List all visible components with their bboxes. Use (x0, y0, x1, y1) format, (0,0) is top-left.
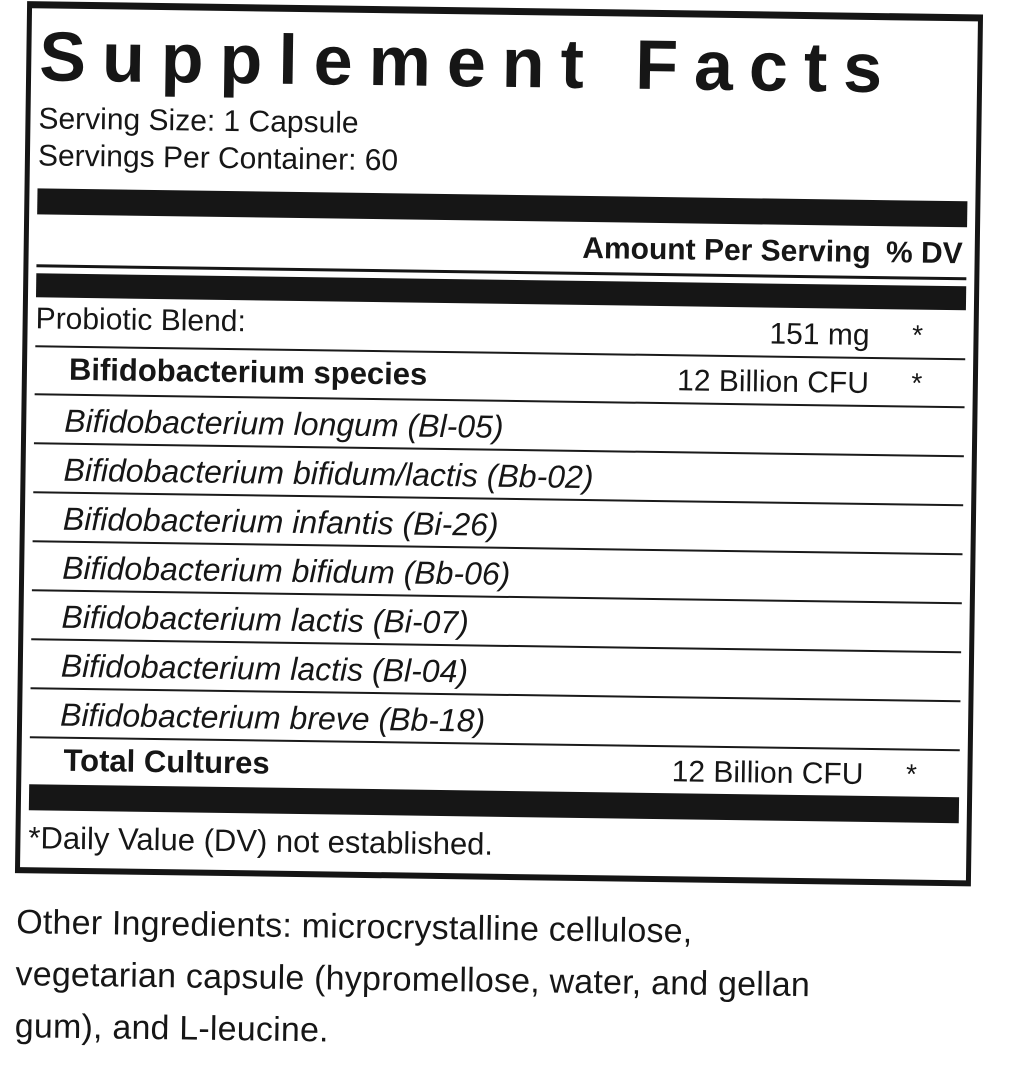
serving-info: Serving Size: 1 Capsule Servings Per Con… (38, 100, 969, 187)
ingredient-table: Probiotic Blend: 151 mg * Bifidobacteriu… (29, 297, 966, 798)
other-ingredients: Other Ingredients: microcrystalline cell… (14, 896, 996, 1066)
row-name: Bifidobacterium breve (Bb-18) (59, 696, 486, 739)
row-dv (865, 643, 961, 648)
row-name: Bifidobacterium lactis (Bl-04) (60, 647, 469, 690)
row-name: Bifidobacterium lactis (Bi-07) (61, 598, 469, 641)
row-amount: 151 mg (769, 317, 870, 352)
row-dv (864, 741, 960, 746)
row-dv-asterisk: * (905, 758, 918, 790)
row-name: Bifidobacterium longum (Bl-05) (64, 402, 504, 445)
row-name: Bifidobacterium bifidum (Bb-06) (61, 549, 511, 592)
row-name: Total Cultures (63, 742, 270, 781)
daily-value-footnote: *Daily Value (DV) not established. (28, 820, 494, 862)
row-dv (867, 545, 963, 550)
row-name: Bifidobacterium infantis (Bi-26) (62, 500, 499, 543)
row-dv (867, 496, 963, 501)
header-percent-dv: % DV (885, 236, 963, 271)
supplement-facts-panel: Supplement Facts Serving Size: 1 Capsule… (14, 1, 984, 887)
row-dv-asterisk: * (911, 367, 923, 399)
row-dv (868, 447, 964, 452)
row-name: Probiotic Blend: (35, 302, 247, 339)
row-dv-asterisk: * (911, 319, 924, 351)
row-name: Bifidobacterium bifidum/lactis (Bb-02) (63, 451, 594, 496)
label-photo: Supplement Facts Serving Size: 1 Capsule… (14, 1, 984, 1049)
row-dv (865, 692, 961, 697)
row-dv (866, 594, 962, 599)
supplement-facts-title: Supplement Facts (38, 17, 899, 108)
row-amount: 12 Billion CFU (676, 364, 870, 400)
header-amount-per-serving: Amount Per Serving (582, 231, 871, 269)
row-amount: 12 Billion CFU (671, 755, 864, 791)
row-name: Bifidobacterium species (68, 351, 428, 392)
